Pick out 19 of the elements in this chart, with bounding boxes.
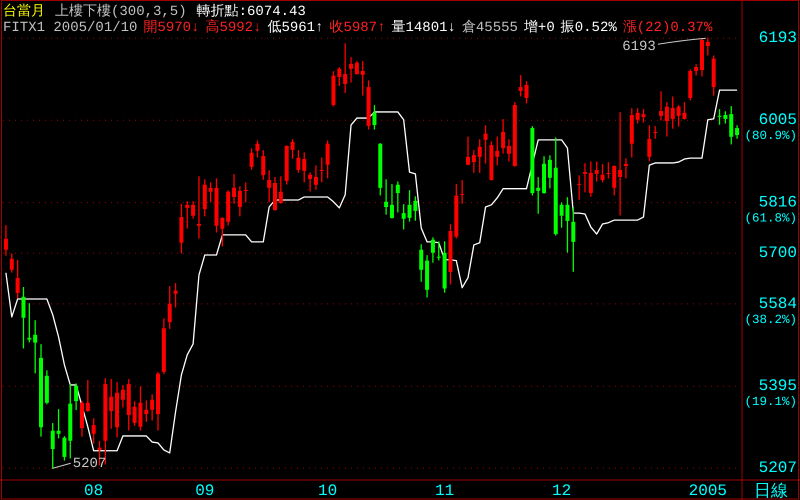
- y-tick-label: 5207: [758, 459, 797, 478]
- x-tick-label: 09: [195, 482, 214, 500]
- y-tick-label: 6193: [758, 29, 797, 48]
- x-tick-label: 11: [435, 482, 454, 500]
- y-tick-label: 5816 (61.8%): [744, 194, 797, 226]
- x-tick-label: 08: [84, 482, 104, 500]
- y-tick-label: 5584 (38.2%): [744, 294, 797, 327]
- y-tick-label: 5395 (19.1%): [744, 377, 797, 410]
- y-tick-label: 5700: [758, 244, 797, 262]
- y-tick-label: 6005 (80.9%): [744, 111, 797, 144]
- annotation: 5207: [72, 456, 106, 472]
- annotation: 6193: [622, 39, 656, 56]
- x-tick-label: 10: [318, 482, 338, 500]
- x-tick-label: 2005: [688, 482, 728, 500]
- title: 台當月: [3, 4, 45, 20]
- annotation: 6193: [622, 38, 706, 56]
- x-tick-label: 12: [552, 482, 572, 500]
- subtitle: 上樓下樓(300,3,5): [55, 4, 187, 20]
- annotation: 5207: [52, 456, 106, 472]
